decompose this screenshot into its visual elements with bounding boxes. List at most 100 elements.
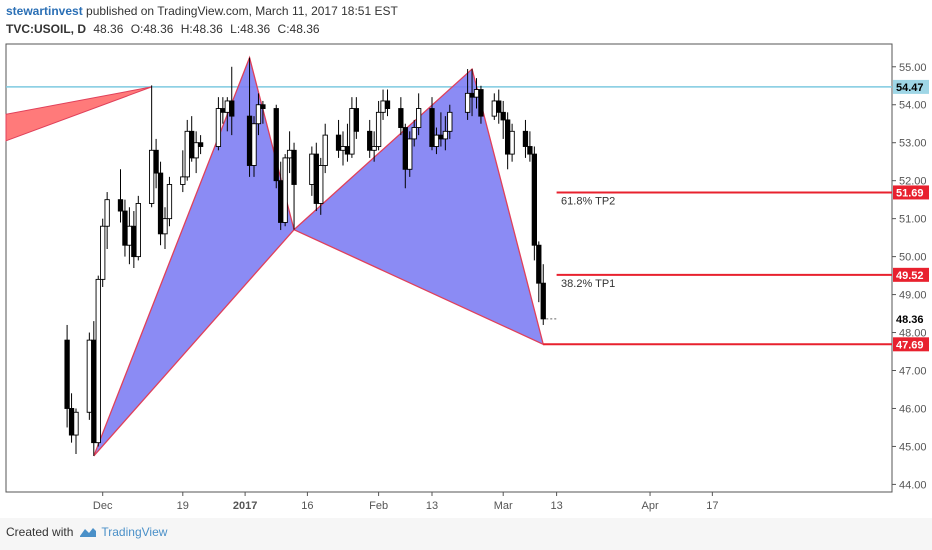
candle-body — [215, 108, 222, 147]
symbol-ohlc-line: TVC:USOIL, D 48.36 O:48.36 H:48.36 L:48.… — [6, 22, 398, 36]
x-tick-label: 2017 — [233, 500, 257, 512]
candle-body — [313, 153, 319, 204]
price-label-text: 47.69 — [896, 339, 924, 351]
y-tick-label: 48.00 — [899, 328, 927, 340]
candle-body — [104, 199, 110, 227]
pattern-xab-triangle — [93, 55, 295, 457]
y-tick-label: 44.00 — [899, 479, 927, 491]
candle-body — [251, 123, 257, 166]
candle-body — [375, 111, 382, 147]
candle-body — [309, 153, 315, 185]
candle-body — [438, 134, 444, 140]
candle-body — [344, 146, 351, 155]
candle-body — [131, 225, 137, 258]
y-tick-label: 47.00 — [899, 366, 927, 378]
candle-body — [162, 218, 168, 235]
candle-body — [380, 100, 386, 113]
candle-body — [447, 111, 453, 132]
x-tick-label: Dec — [93, 500, 113, 512]
candle-body — [229, 100, 235, 117]
footer: Created with TradingView — [6, 522, 167, 542]
candle-body — [318, 165, 324, 204]
candle-body — [291, 149, 297, 185]
low-value: L:48.36 — [230, 22, 271, 36]
chart-header: stewartinvest published on TradingView.c… — [6, 4, 398, 36]
y-tick-label: 51.00 — [899, 214, 927, 226]
y-tick-label: 46.00 — [899, 403, 927, 415]
candle-body — [367, 130, 373, 151]
candle-body — [429, 108, 435, 147]
candle-body — [189, 130, 195, 159]
candle-body — [491, 100, 497, 117]
candle-body — [340, 146, 346, 151]
candle-body — [153, 149, 159, 174]
candle-body — [496, 100, 502, 113]
y-tick-label: 45.00 — [899, 441, 927, 453]
red-wedge-drawing — [5, 86, 152, 142]
last-price: 48.36 — [93, 22, 124, 36]
price-label-box — [893, 79, 929, 94]
candle-body — [353, 108, 359, 132]
candle-body — [117, 199, 124, 212]
candle-body — [371, 146, 377, 151]
x-tick-label: 19 — [177, 500, 189, 512]
candle-body — [286, 149, 293, 159]
y-tick-label: 50.00 — [899, 252, 927, 264]
candle-body — [398, 108, 404, 128]
candle-body — [527, 146, 533, 155]
tradingview-brand: TradingView — [101, 525, 168, 539]
candle-body — [193, 142, 199, 159]
candle-body — [135, 203, 141, 258]
candle-body — [505, 119, 511, 155]
candle-body — [166, 184, 173, 220]
price-label-box — [893, 337, 929, 352]
candle-body — [469, 92, 475, 98]
candle-body — [349, 108, 355, 155]
candle-body — [282, 157, 288, 223]
candle-body — [322, 134, 328, 166]
candle-body — [536, 244, 542, 284]
x-tick-label: Mar — [494, 500, 513, 512]
open-value: O:48.36 — [130, 22, 174, 36]
x-tick-label: Apr — [641, 500, 658, 512]
candle-body — [68, 408, 75, 436]
close-value: C:48.36 — [277, 22, 320, 36]
candle-body — [442, 130, 448, 140]
x-tick-label: 16 — [301, 500, 313, 512]
candle-body — [100, 225, 106, 280]
x-tick-label: 13 — [550, 500, 562, 512]
level-annotation: 38.2% TP1 — [561, 278, 615, 290]
candle-body — [180, 176, 186, 185]
candle-body — [540, 282, 546, 320]
y-tick-label: 54.00 — [899, 100, 927, 112]
tradingview-link[interactable]: TradingView — [79, 525, 167, 539]
footer-bar — [0, 518, 932, 550]
level-annotation: 61.8% TP2 — [561, 195, 615, 207]
price-label-text: 49.52 — [896, 270, 924, 282]
candle-body — [433, 134, 440, 147]
candle-body — [73, 411, 79, 436]
price-label-text: 51.69 — [896, 187, 924, 199]
candle-body — [197, 142, 204, 147]
candle-body — [416, 108, 422, 128]
candle-body — [157, 172, 164, 235]
x-tick-label: 17 — [706, 500, 718, 512]
price-label-box — [892, 311, 930, 327]
y-tick-label: 49.00 — [899, 290, 927, 302]
candle-body — [184, 130, 190, 178]
candle-body — [273, 108, 279, 182]
candle-body — [522, 130, 529, 147]
x-tick-label: Feb — [369, 500, 388, 512]
author-link[interactable]: stewartinvest — [6, 4, 83, 18]
candle-body — [86, 339, 93, 413]
candle-body — [411, 127, 417, 140]
candle-body — [500, 111, 506, 121]
candle-body — [531, 153, 538, 246]
symbol-label[interactable]: TVC:USOIL, D — [6, 22, 86, 36]
candle-body — [278, 180, 284, 223]
high-value: H:48.36 — [180, 22, 223, 36]
candle-body — [335, 134, 342, 151]
price-label-text: 48.36 — [896, 314, 924, 326]
pattern-bcd-triangle — [292, 67, 545, 346]
price-chart[interactable]: 44.00 45.00 46.00 47.00 48.00 49.00 50.00 51.00… — [0, 0, 932, 520]
